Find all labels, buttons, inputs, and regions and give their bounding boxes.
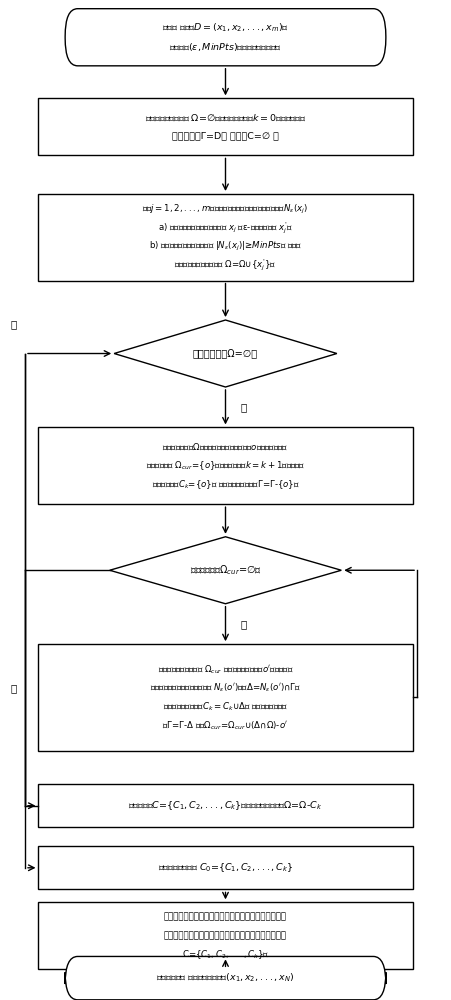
Text: 对于$j=1,2,...,m$，按下面的步骤找出所有的核心对象：$N_ε(x_j)$: 对于$j=1,2,...,m$，按下面的步骤找出所有的核心对象：$N_ε(x_j… <box>143 203 308 216</box>
Text: 得到初始簇划分： $C_0$={$C_1,C_2,...,C_k$}: 得到初始簇划分： $C_0$={$C_1,C_2,...,C_k$} <box>158 861 293 874</box>
Text: C={$C_1,C_2,...,C_k$}。: C={$C_1,C_2,...,C_k$}。 <box>182 948 269 961</box>
Text: 是: 是 <box>11 319 17 329</box>
Text: b) 如果子样本集样本个数满足 $|N_ε(x_j)|≥MinPts$， 将样本: b) 如果子样本集样本个数满足 $|N_ε(x_j)|≥MinPts$， 将样本 <box>149 240 302 253</box>
Text: 合Γ=Γ-Δ 更新Ω$_{cur}$=Ω$_{cur}$∪(Δ∩Ω)-$o'$: 合Γ=Γ-Δ 更新Ω$_{cur}$=Ω$_{cur}$∪(Δ∩Ω)-$o'$ <box>162 719 289 732</box>
Text: 邻域参数$(ε,MinPts)$，样本距离度量方式: 邻域参数$(ε,MinPts)$，样本距离度量方式 <box>169 41 282 53</box>
Text: 在核心对象集合Ω中，随机选择一个核心对象$o$，初始化当前簇: 在核心对象集合Ω中，随机选择一个核心对象$o$，初始化当前簇 <box>162 442 289 452</box>
Text: 否: 否 <box>240 619 246 629</box>
Bar <box>38 846 413 889</box>
Text: 更新簇划分$C$={$C_1,C_2,...,C_k$}，更新核心对象集合Ω=Ω-$C_k$: 更新簇划分$C$={$C_1,C_2,...,C_k$}，更新核心对象集合Ω=Ω… <box>129 799 322 812</box>
Text: a) 通过距离度量方式，找到样本 $x_j$ 的ε-邻域子样本集 $x_j^'$。: a) 通过距离度量方式，找到样本 $x_j$ 的ε-邻域子样本集 $x_j^'$… <box>158 220 293 236</box>
Text: 输出结果为： 多个目标估计位置$(x_1,x_2,...,x_N)$: 输出结果为： 多个目标估计位置$(x_1,x_2,...,x_N)$ <box>156 972 295 984</box>
Bar <box>38 98 413 155</box>
Text: 加入核心对象样本集合： Ω=Ω∪{$x_j^'$}。: 加入核心对象样本集合： Ω=Ω∪{$x_j^'$}。 <box>175 258 276 273</box>
Bar <box>38 644 413 751</box>
Bar <box>38 784 413 827</box>
Text: 径，将直径大于某个阈值的簇删除即得到最终聚类结果: 径，将直径大于某个阈值的簇删除即得到最终聚类结果 <box>164 931 287 940</box>
Text: 核心对象集合Ω=∅？: 核心对象集合Ω=∅？ <box>193 349 258 359</box>
Bar <box>38 194 413 281</box>
Text: 初始化核心对象集合 Ω=∅，初始化聚类簇数$k=0$，初始化未访: 初始化核心对象集合 Ω=∅，初始化聚类簇数$k=0$，初始化未访 <box>145 112 306 123</box>
Text: 在当前簇核心对象队列 Ω$_{cur}$ 中取出一个核心对象$o'$，通过领域: 在当前簇核心对象队列 Ω$_{cur}$ 中取出一个核心对象$o'$，通过领域 <box>158 663 293 676</box>
Text: 核心对象队列Ω$_{cur}$=∅？: 核心对象队列Ω$_{cur}$=∅？ <box>189 563 262 577</box>
Text: 更新当前簇样本集合$C_k=C_k$∪Δ， 更新未访问样本集: 更新当前簇样本集合$C_k=C_k$∪Δ， 更新未访问样本集 <box>163 700 288 713</box>
FancyBboxPatch shape <box>65 9 386 66</box>
Text: 将不属于任何一个簇的异点删除，然后计算各个簇的直: 将不属于任何一个簇的异点删除，然后计算各个簇的直 <box>164 913 287 922</box>
Polygon shape <box>114 320 337 387</box>
Text: 距离阈值找出所有的邻域子样本 $N_ε(o')$，令Δ=$N_ε(o')$∩Γ，: 距离阈值找出所有的邻域子样本 $N_ε(o')$，令Δ=$N_ε(o')$∩Γ， <box>150 682 301 694</box>
Text: 核心对象队列 Ω$_{cur}$={$o$}。初始化簇别号$k=k+1$，初始化当: 核心对象队列 Ω$_{cur}$={$o$}。初始化簇别号$k=k+1$，初始化… <box>146 459 305 472</box>
Polygon shape <box>110 537 341 604</box>
Bar <box>38 427 413 504</box>
Text: 输入： 样本集$D=(x_1,x_2,...,x_m)$，: 输入： 样本集$D=(x_1,x_2,...,x_m)$， <box>162 22 289 34</box>
Text: 是: 是 <box>11 683 17 693</box>
Text: 问样本集合Γ=D， 簇划分C=∅ 。: 问样本集合Γ=D， 簇划分C=∅ 。 <box>172 132 279 141</box>
FancyBboxPatch shape <box>65 956 386 1000</box>
Text: 前簇样本集合$C_k$={$o$}， 更新未访问样本集合Γ=Γ-{$o$}。: 前簇样本集合$C_k$={$o$}， 更新未访问样本集合Γ=Γ-{$o$}。 <box>152 478 299 491</box>
Bar <box>38 902 413 969</box>
Text: 否: 否 <box>240 402 246 412</box>
